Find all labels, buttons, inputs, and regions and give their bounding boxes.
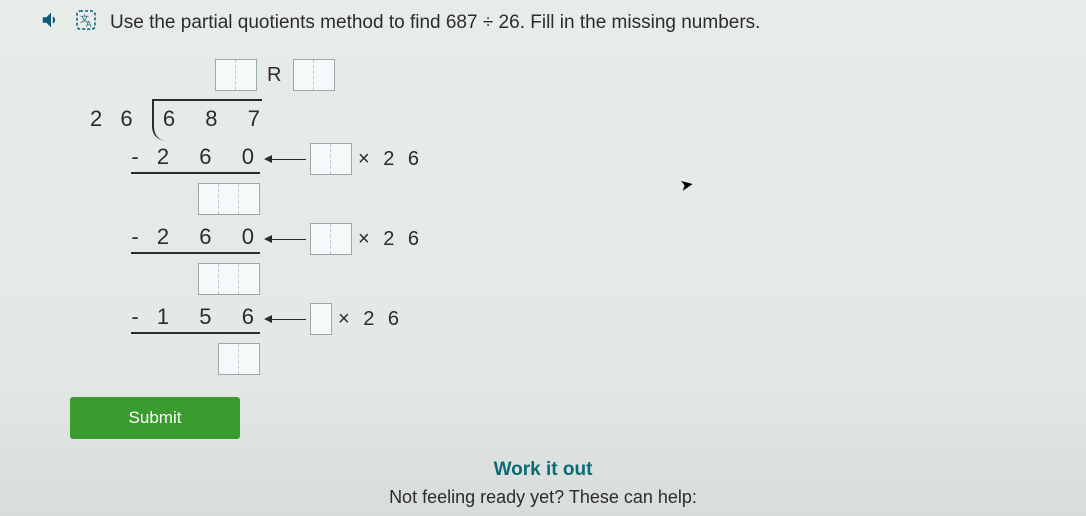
quotient-input[interactable] (215, 59, 257, 91)
remainder-input[interactable] (293, 59, 335, 91)
step1-multiplier-input[interactable] (310, 143, 352, 175)
question-text: Use the partial quotients method to find… (110, 12, 760, 34)
step2-times: × 2 6 (358, 228, 423, 251)
step2-multiplier-input[interactable] (310, 223, 352, 255)
step1-result-input[interactable] (198, 183, 260, 215)
step3-multiplier-input[interactable] (310, 303, 332, 335)
svg-text:A: A (86, 20, 92, 29)
step3-times: × 2 6 (338, 308, 403, 331)
help-text: Not feeling ready yet? These can help: (0, 487, 1086, 508)
remainder-label: R (267, 64, 283, 87)
step1-times: × 2 6 (358, 148, 423, 171)
division-problem: R 2 6 6 8 7 - 2 6 0 × 2 6 - 2 6 0 × (90, 55, 1046, 379)
work-it-out-link[interactable]: Work it out (0, 459, 1086, 481)
translate-icon[interactable]: 文A (74, 8, 98, 37)
submit-button[interactable]: Submit (70, 397, 240, 439)
speaker-icon[interactable] (40, 9, 62, 36)
divisor-dividend: 2 6 6 8 7 (90, 106, 260, 132)
step3-result-input[interactable] (218, 343, 260, 375)
step2-result-input[interactable] (198, 263, 260, 295)
